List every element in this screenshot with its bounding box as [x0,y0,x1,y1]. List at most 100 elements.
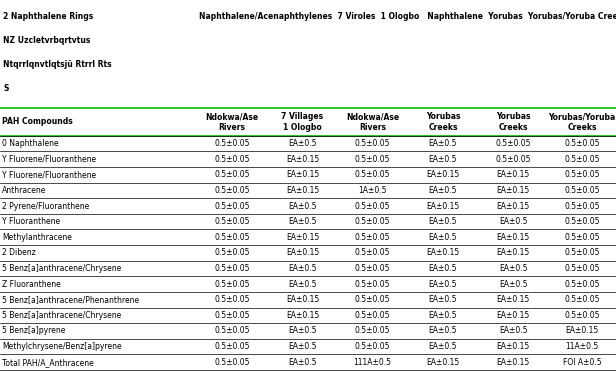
Text: 0.5±0.05: 0.5±0.05 [564,155,600,164]
Text: EA±0.5: EA±0.5 [499,264,527,273]
Text: 0.5±0.05: 0.5±0.05 [495,155,531,164]
Text: 5 Benz[a]anthracene/Chrysene: 5 Benz[a]anthracene/Chrysene [2,311,121,320]
Text: EA±0.15: EA±0.15 [286,248,319,257]
Text: 111A±0.5: 111A±0.5 [354,358,392,367]
Text: 0.5±0.05: 0.5±0.05 [214,217,250,226]
Text: Y Fluorene/Fluoranthene: Y Fluorene/Fluoranthene [2,170,96,179]
Text: 5 Benz[a]pyrene: 5 Benz[a]pyrene [2,327,65,336]
Text: EA±0.15: EA±0.15 [286,155,319,164]
Text: 7 Villages
1 Ologbo: 7 Villages 1 Ologbo [282,112,323,132]
Text: EA±0.15: EA±0.15 [286,311,319,320]
Text: 1A±0.5: 1A±0.5 [359,186,387,195]
Text: 0.5±0.05: 0.5±0.05 [214,327,250,336]
Text: EA±0.5: EA±0.5 [429,342,457,351]
Text: 0.5±0.05: 0.5±0.05 [355,327,391,336]
Text: NZ Uzcletvrbqrtvtus: NZ Uzcletvrbqrtvtus [3,36,91,45]
Text: 0.5±0.05: 0.5±0.05 [355,170,391,179]
Text: EA±0.5: EA±0.5 [429,264,457,273]
Text: 0.5±0.05: 0.5±0.05 [564,280,600,289]
Text: EA±0.15: EA±0.15 [565,327,599,336]
Text: Methylchrysene/Benz[a]pyrene: Methylchrysene/Benz[a]pyrene [2,342,121,351]
Text: 2 Dibenz: 2 Dibenz [2,248,36,257]
Text: EA±0.15: EA±0.15 [426,202,460,211]
Text: 0.5±0.05: 0.5±0.05 [355,342,391,351]
Text: S: S [3,84,9,93]
Text: 0.5±0.05: 0.5±0.05 [564,139,600,148]
Text: PAH Compounds: PAH Compounds [2,117,73,126]
Text: Ndokwa/Ase
Rivers: Ndokwa/Ase Rivers [206,112,259,132]
Text: EA±0.5: EA±0.5 [288,202,317,211]
Text: 5 Benz[a]anthracene/Chrysene: 5 Benz[a]anthracene/Chrysene [2,264,121,273]
Text: EA±0.5: EA±0.5 [429,139,457,148]
Text: 0.5±0.05: 0.5±0.05 [214,248,250,257]
Text: 0.5±0.05: 0.5±0.05 [355,139,391,148]
Text: 0.5±0.05: 0.5±0.05 [564,311,600,320]
Text: Yorubas
Creeks: Yorubas Creeks [496,112,530,132]
Text: 0.5±0.05: 0.5±0.05 [214,264,250,273]
Text: Ndokwa/Ase
Rivers: Ndokwa/Ase Rivers [346,112,399,132]
Text: EA±0.5: EA±0.5 [288,327,317,336]
Text: EA±0.5: EA±0.5 [429,186,457,195]
Text: 0.5±0.05: 0.5±0.05 [495,139,531,148]
Text: Naphthalene/Acenaphthylenes  7 Viroles  1 Ologbo   Naphthalene  Yorubas  Yorubas: Naphthalene/Acenaphthylenes 7 Viroles 1 … [199,12,616,21]
Text: 0.5±0.05: 0.5±0.05 [355,233,391,242]
Text: EA±0.5: EA±0.5 [429,155,457,164]
Text: 0.5±0.05: 0.5±0.05 [355,202,391,211]
Text: Y Fluoranthene: Y Fluoranthene [2,217,60,226]
Text: 0.5±0.05: 0.5±0.05 [564,264,600,273]
Text: 0.5±0.05: 0.5±0.05 [214,311,250,320]
Text: EA±0.5: EA±0.5 [288,280,317,289]
Text: 0.5±0.05: 0.5±0.05 [564,202,600,211]
Text: EA±0.5: EA±0.5 [288,342,317,351]
Text: 0 Naphthalene: 0 Naphthalene [2,139,59,148]
Text: Total PAH/A_Anthracene: Total PAH/A_Anthracene [2,358,94,367]
Text: EA±0.5: EA±0.5 [288,217,317,226]
Text: EA±0.5: EA±0.5 [499,280,527,289]
Text: 0.5±0.05: 0.5±0.05 [355,155,391,164]
Text: Y Fluorene/Fluoranthene: Y Fluorene/Fluoranthene [2,155,96,164]
Text: 0.5±0.05: 0.5±0.05 [214,358,250,367]
Text: EA±0.5: EA±0.5 [288,264,317,273]
Text: 0.5±0.05: 0.5±0.05 [214,186,250,195]
Text: EA±0.5: EA±0.5 [429,233,457,242]
Text: 0.5±0.05: 0.5±0.05 [355,311,391,320]
Text: Yorubas/Yoruba
Creeks: Yorubas/Yoruba Creeks [548,112,616,132]
Text: EA±0.15: EA±0.15 [496,358,530,367]
Text: EA±0.15: EA±0.15 [286,295,319,304]
Text: 0.5±0.05: 0.5±0.05 [214,280,250,289]
Text: EA±0.15: EA±0.15 [286,233,319,242]
Text: EA±0.5: EA±0.5 [429,217,457,226]
Text: Methylanthracene: Methylanthracene [2,233,72,242]
Text: 0.5±0.05: 0.5±0.05 [214,342,250,351]
Text: 0.5±0.05: 0.5±0.05 [564,217,600,226]
Text: Yorubas
Creeks: Yorubas Creeks [426,112,460,132]
Text: 0.5±0.05: 0.5±0.05 [214,155,250,164]
Text: EA±0.5: EA±0.5 [429,327,457,336]
Text: EA±0.5: EA±0.5 [429,295,457,304]
Text: 0.5±0.05: 0.5±0.05 [355,280,391,289]
Text: EA±0.15: EA±0.15 [426,170,460,179]
Text: EA±0.15: EA±0.15 [496,233,530,242]
Text: EA±0.5: EA±0.5 [499,327,527,336]
Text: EA±0.15: EA±0.15 [496,342,530,351]
Text: EA±0.15: EA±0.15 [496,295,530,304]
Text: EA±0.15: EA±0.15 [496,311,530,320]
Text: 0.5±0.05: 0.5±0.05 [355,264,391,273]
Text: EA±0.15: EA±0.15 [426,248,460,257]
Text: 0.5±0.05: 0.5±0.05 [564,170,600,179]
Text: Ntqrrlqnvtlqtsjü Rtrrl Rts: Ntqrrlqnvtlqtsjü Rtrrl Rts [3,60,111,69]
Text: EA±0.15: EA±0.15 [496,186,530,195]
Text: 2 Pyrene/Fluoranthene: 2 Pyrene/Fluoranthene [2,202,89,211]
Text: EA±0.15: EA±0.15 [286,170,319,179]
Text: Anthracene: Anthracene [2,186,46,195]
Text: 5 Benz[a]anthracene/Phenanthrene: 5 Benz[a]anthracene/Phenanthrene [2,295,139,304]
Text: 0.5±0.05: 0.5±0.05 [214,139,250,148]
Text: 0.5±0.05: 0.5±0.05 [214,170,250,179]
Text: EA±0.15: EA±0.15 [426,358,460,367]
Text: 11A±0.5: 11A±0.5 [565,342,599,351]
Text: 0.5±0.05: 0.5±0.05 [564,248,600,257]
Text: 0.5±0.05: 0.5±0.05 [355,217,391,226]
Text: 0.5±0.05: 0.5±0.05 [214,233,250,242]
Text: 0.5±0.05: 0.5±0.05 [564,186,600,195]
Text: EA±0.15: EA±0.15 [496,248,530,257]
